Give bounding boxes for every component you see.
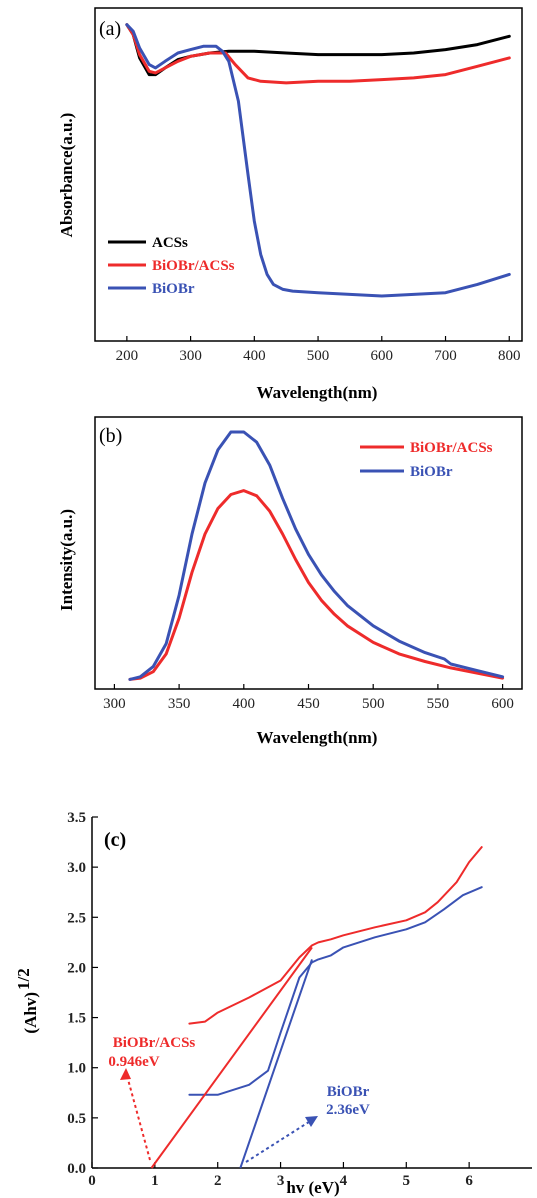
panel-a-label: (a) xyxy=(99,18,121,40)
panel-a-series-line-biobr-acss xyxy=(125,23,511,85)
legend-a-biobr-label: BiOBr xyxy=(152,281,195,297)
legend-a-biobr-acss-label: BiOBr/ACSs xyxy=(152,258,235,274)
panel-c-x-tick-label: 2 xyxy=(214,1173,222,1189)
panel-b-series-line-biobr-acss xyxy=(128,489,505,681)
panel-b-series-line-biobr xyxy=(128,430,505,681)
panel-a-x-tick-label: 800 xyxy=(498,348,521,364)
panel-a-series-line-biobr xyxy=(125,23,511,298)
panel-a-series-line-acss xyxy=(125,23,511,77)
panel-c-series xyxy=(150,846,483,1169)
red-annotation-arrow xyxy=(125,1071,151,1161)
panel-b-x-tick-label: 550 xyxy=(427,696,450,712)
panel-a-x-axis-title: Wavelength(nm) xyxy=(257,383,378,402)
panel-b-x-tick-label: 450 xyxy=(297,696,320,712)
panel-b-x-ticks: 300 350 400 450 500 550 600 xyxy=(103,684,514,712)
panel-a-x-tick-label: 400 xyxy=(243,348,266,364)
panel-c-x-tick-label: 3 xyxy=(277,1173,285,1189)
panel-c-y-tick-label: 3.5 xyxy=(67,810,86,826)
panel-b-x-axis-title: Wavelength(nm) xyxy=(257,728,378,747)
panel-a-x-tick-label: 500 xyxy=(307,348,330,364)
legend-b-biobr-label: BiOBr xyxy=(410,464,453,480)
panel-c-y-tick-label: 1.5 xyxy=(67,1011,86,1027)
legend-a-acss-label: ACSs xyxy=(152,235,188,251)
panel-c-tangent-line-red xyxy=(150,946,313,1169)
panel-b: (b) Wavelength(nm) Intensity(a.u.) 300 35… xyxy=(57,416,523,747)
panel-b-legend: BiOBr/ACSs BiOBr xyxy=(360,440,493,480)
blue-annotation-arrowhead xyxy=(305,1116,318,1127)
panel-c-y-tick-label: 2.5 xyxy=(67,910,86,926)
panel-a: (a) Wavelength(nm) Absorbance(a.u.) 200 3… xyxy=(57,7,523,402)
panel-a-x-tick-label: 300 xyxy=(179,348,202,364)
panel-c-label: (c) xyxy=(104,829,126,851)
panel-b-y-axis-title: Intensity(a.u.) xyxy=(57,509,76,611)
annotation-red-name: BiOBr/ACSs xyxy=(113,1035,196,1051)
panel-c-ticks: 0 1 2 3 4 5 6 0.0 0.5 1.0 1.5 2.0 2.5 3.0 3.5 xyxy=(67,810,473,1189)
panel-c-y-axis-superscript: 1/2 xyxy=(14,968,33,990)
red-annotation-arrowhead xyxy=(120,1068,131,1080)
panel-c-y-tick-label: 0.0 xyxy=(67,1161,86,1177)
panel-b-label: (b) xyxy=(99,425,122,447)
annotation-blue-value: 2.36eV xyxy=(326,1102,370,1118)
panel-c-y-tick-label: 1.0 xyxy=(67,1061,86,1077)
panel-c-x-axis-title: hv (eV) xyxy=(286,1178,339,1197)
panel-a-x-ticks: 200 300 400 500 600 700 800 xyxy=(116,336,521,364)
panel-c-y-tick-label: 0.5 xyxy=(67,1111,86,1127)
panel-a-x-tick-label: 700 xyxy=(434,348,457,364)
panel-c-y-axis-title-group: (Ahv) 1/2 xyxy=(14,968,40,1033)
panel-a-y-axis-title: Absorbance(a.u.) xyxy=(57,113,76,238)
panel-c-y-tick-label: 2.0 xyxy=(67,960,86,976)
legend-b-biobr-acss-label: BiOBr/ACSs xyxy=(410,440,493,456)
panel-c: (c) hv (eV) (Ahv) 1/2 0 1 2 3 4 5 6 0.0 0.5 1.0 1.… xyxy=(14,810,532,1197)
panel-c-series-line-biobr xyxy=(188,886,483,1096)
panel-b-x-tick-label: 600 xyxy=(491,696,514,712)
panel-c-y-axis-title: (Ahv) xyxy=(21,992,40,1034)
panel-a-frame xyxy=(94,7,523,342)
panel-c-x-tick-label: 6 xyxy=(465,1173,473,1189)
panel-b-x-tick-label: 300 xyxy=(103,696,126,712)
panel-b-x-tick-label: 400 xyxy=(233,696,256,712)
panel-b-x-tick-label: 350 xyxy=(168,696,191,712)
panel-c-y-tick-label: 3.0 xyxy=(67,860,86,876)
blue-annotation-arrow xyxy=(245,1119,313,1163)
panel-a-series xyxy=(125,23,511,298)
annotation-red-value: 0.946eV xyxy=(108,1054,159,1070)
panel-c-x-tick-label: 5 xyxy=(403,1173,411,1189)
panel-c-series-line-biobr-acss xyxy=(188,846,483,1025)
panel-c-tangent-line-blue xyxy=(239,959,313,1169)
panel-b-x-tick-label: 500 xyxy=(362,696,385,712)
panel-a-legend: ACSs BiOBr/ACSs BiOBr xyxy=(108,235,235,297)
panel-c-x-tick-label: 0 xyxy=(88,1173,96,1189)
panel-c-x-tick-label: 1 xyxy=(151,1173,159,1189)
panel-a-x-tick-label: 200 xyxy=(116,348,139,364)
panel-b-series xyxy=(128,430,505,681)
panel-c-x-tick-label: 4 xyxy=(340,1173,348,1189)
panel-a-x-tick-label: 600 xyxy=(371,348,394,364)
annotation-blue-name: BiOBr xyxy=(327,1084,370,1100)
